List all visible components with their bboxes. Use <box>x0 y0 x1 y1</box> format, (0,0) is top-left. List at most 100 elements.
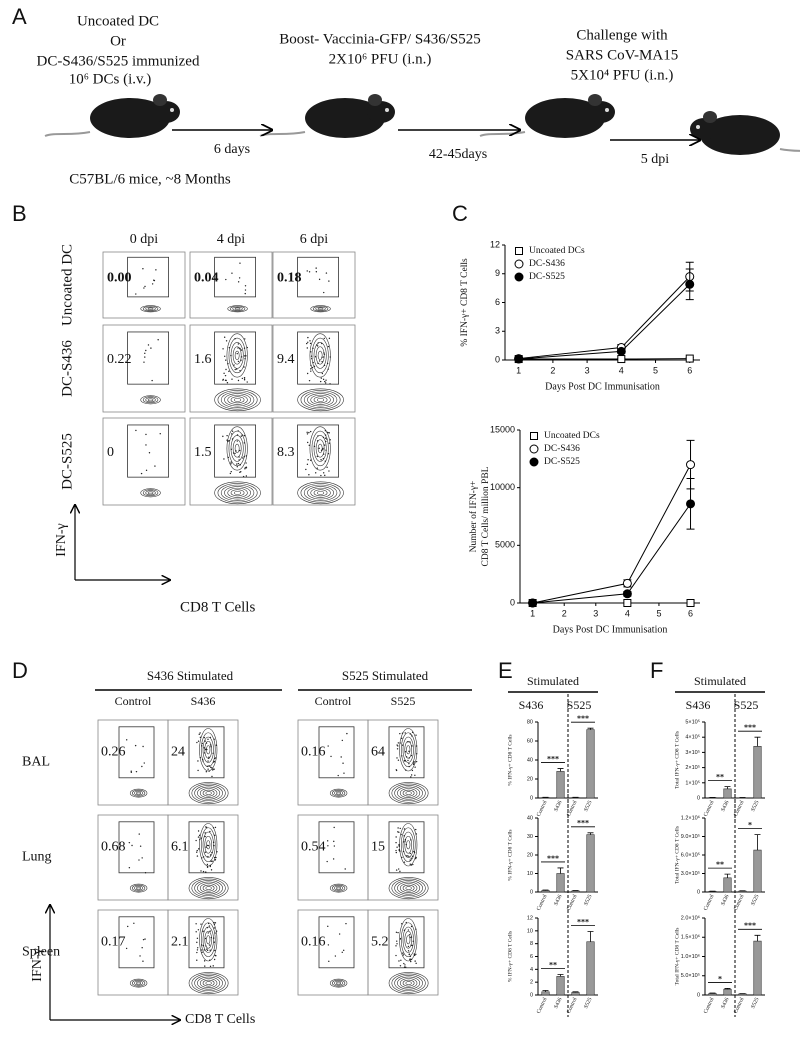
event-dot <box>147 344 150 346</box>
event-dot <box>312 347 314 349</box>
event-dot <box>223 458 225 460</box>
gate-percent: 64 <box>371 745 385 760</box>
event-dot <box>197 830 200 832</box>
event-dot <box>241 434 244 436</box>
event-dot <box>204 965 206 967</box>
contour <box>300 483 341 503</box>
event-dot <box>211 767 213 769</box>
event-dot <box>326 431 328 433</box>
column-header: Control <box>115 694 152 708</box>
y-tick-label: 0 <box>530 992 533 998</box>
event-dot <box>204 740 206 742</box>
event-dot <box>402 952 404 954</box>
event-dot <box>209 949 211 951</box>
event-dot <box>130 770 132 772</box>
contour <box>230 489 245 497</box>
gate-percent: 1.6 <box>194 352 212 367</box>
y-tick-label: 10000 <box>490 482 515 492</box>
event-dot <box>395 769 398 771</box>
event-dot <box>245 462 247 464</box>
flow-plot-frame <box>272 324 356 413</box>
event-dot <box>319 380 322 383</box>
bar <box>541 991 550 996</box>
event-dot <box>238 456 240 458</box>
event-dot <box>409 733 412 735</box>
event-dot <box>318 360 321 362</box>
marker <box>622 589 632 599</box>
event-dot <box>306 347 309 349</box>
event-dot <box>239 370 241 372</box>
error-bar <box>557 867 564 874</box>
marker <box>514 354 524 364</box>
contour <box>134 790 144 796</box>
event-dot <box>243 455 245 458</box>
event-dot <box>405 843 407 846</box>
contour <box>394 975 423 992</box>
event-dot <box>216 851 218 853</box>
event-dot <box>201 857 203 859</box>
contour <box>132 979 146 987</box>
event-dot <box>214 932 216 934</box>
event-dot <box>227 456 230 459</box>
event-dot <box>241 377 244 380</box>
event-dot <box>326 840 329 842</box>
mouse-icon <box>44 93 181 139</box>
event-dot <box>342 949 345 952</box>
event-dot <box>128 867 131 869</box>
event-dot <box>213 844 215 847</box>
event-dot <box>306 433 309 435</box>
event-dot <box>409 959 412 961</box>
contour <box>230 396 245 404</box>
gate <box>118 821 155 874</box>
contour <box>336 886 341 890</box>
gate <box>214 424 257 478</box>
contour <box>405 791 412 795</box>
y-axis-label: Total IFN-γ+ CD8 T Cells <box>674 731 680 789</box>
event-dot <box>306 372 309 375</box>
event-dot <box>309 351 312 353</box>
event-dot <box>201 951 203 953</box>
event-dot <box>145 469 148 472</box>
event-dot <box>205 846 207 848</box>
event-dot <box>401 755 403 757</box>
event-dot <box>396 744 398 746</box>
event-dot <box>396 757 398 759</box>
event-dot <box>402 841 405 843</box>
contour <box>313 435 327 462</box>
row-label: Spleen <box>22 945 60 960</box>
gate-percent: 0.04 <box>194 271 219 286</box>
contour <box>202 789 215 797</box>
gate-percent: 0.22 <box>107 352 132 367</box>
event-dot <box>154 465 156 467</box>
event-dot <box>408 757 410 759</box>
contour <box>303 484 338 501</box>
event-dot <box>333 845 336 847</box>
event-dot <box>397 759 400 761</box>
event-dot <box>399 850 401 852</box>
event-dot <box>131 844 133 847</box>
event-dot <box>399 827 401 830</box>
mouse-icon <box>479 93 616 139</box>
event-dot <box>209 865 211 868</box>
error-bar <box>542 990 549 992</box>
contour <box>332 789 346 797</box>
contour <box>391 973 426 993</box>
contour <box>227 487 248 498</box>
event-dot <box>402 954 405 956</box>
event-dot <box>325 440 327 443</box>
contour <box>217 390 258 410</box>
event-dot <box>327 925 329 928</box>
event-dot <box>410 776 412 778</box>
event-dot <box>240 359 242 361</box>
event-dot <box>208 944 211 946</box>
y-axis-label: % IFN-γ+ CD8 T Cells <box>507 931 513 982</box>
series-line <box>518 283 691 360</box>
event-dot <box>321 356 323 359</box>
event-dot <box>233 364 235 366</box>
contour <box>188 877 229 900</box>
contour <box>310 487 331 498</box>
event-dot <box>245 355 247 357</box>
contour <box>132 884 146 892</box>
contour <box>394 880 423 897</box>
